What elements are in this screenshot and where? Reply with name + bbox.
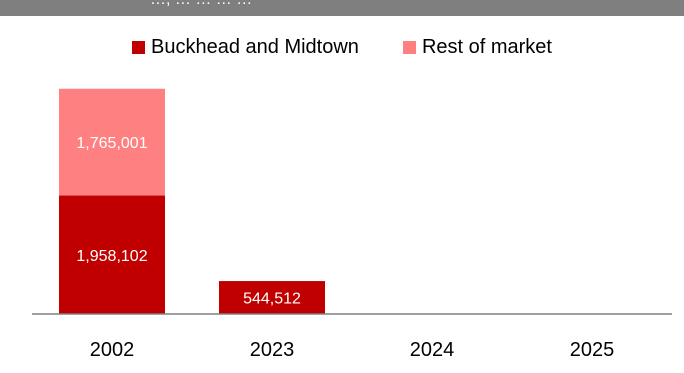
legend: Buckhead and Midtown Rest of market — [0, 36, 684, 59]
legend-item-rest: Rest of market — [402, 36, 552, 59]
bar-buckhead-and-midtown-2023 — [219, 281, 325, 314]
legend-swatch-buckhead — [132, 41, 146, 54]
legend-label-buckhead: Buckhead and Midtown — [151, 36, 359, 58]
x-tick-label-2023: 2023 — [250, 339, 295, 361]
chart-title-bar: …, … … … … — [0, 0, 684, 16]
legend-label-rest: Rest of market — [421, 36, 552, 58]
bar-rest-of-market-2002 — [59, 88, 165, 196]
x-tick-label-2002: 2002 — [90, 339, 135, 361]
legend-item-buckhead: Buckhead and Midtown — [132, 36, 359, 59]
x-tick-label-2024: 2024 — [410, 339, 455, 361]
data-label-buckhead-and-midtown-2002: 1,958,102 — [76, 248, 147, 265]
legend-swatch-rest — [402, 41, 416, 54]
bar-buckhead-and-midtown-2002 — [59, 195, 165, 314]
x-tick-label-2025: 2025 — [570, 339, 615, 361]
data-label-rest-of-market-2002: 1,765,001 — [76, 135, 147, 152]
data-label-buckhead-and-midtown-2023: 544,512 — [243, 291, 301, 308]
chart-title: …, … … … … — [150, 0, 252, 9]
